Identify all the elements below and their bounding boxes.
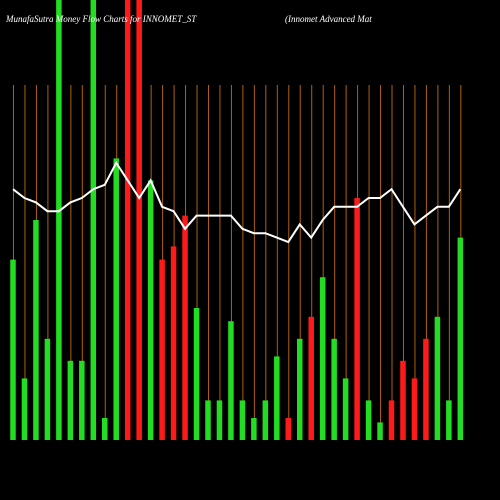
bar bbox=[342, 378, 349, 440]
bar bbox=[297, 338, 303, 440]
bar bbox=[251, 418, 257, 440]
bar bbox=[411, 378, 418, 440]
bar bbox=[388, 400, 395, 440]
bar bbox=[182, 215, 188, 440]
bar bbox=[285, 418, 292, 440]
bar bbox=[216, 400, 223, 440]
bar bbox=[354, 198, 360, 440]
bar bbox=[124, 0, 131, 440]
bar bbox=[239, 400, 246, 440]
bar bbox=[10, 259, 16, 440]
bar bbox=[228, 321, 234, 440]
bar bbox=[56, 0, 62, 440]
bar bbox=[446, 400, 452, 440]
money-flow-line bbox=[12, 160, 462, 244]
bar bbox=[457, 237, 464, 440]
bar bbox=[377, 422, 383, 440]
chart-title: MunafaSutra Money Flow Charts for INNOME… bbox=[5, 14, 197, 24]
bar bbox=[90, 0, 97, 440]
bar bbox=[193, 308, 200, 440]
chart-subtitle: (Innomet Advanced Mat bbox=[285, 14, 372, 24]
bar bbox=[102, 418, 108, 440]
bar bbox=[170, 246, 177, 440]
bar bbox=[365, 400, 372, 440]
bar bbox=[136, 0, 142, 440]
bar bbox=[262, 400, 269, 440]
bar bbox=[274, 356, 280, 440]
bar bbox=[308, 316, 314, 440]
bar bbox=[319, 277, 326, 440]
bar bbox=[79, 360, 85, 440]
bar bbox=[423, 338, 429, 440]
bar bbox=[21, 378, 28, 440]
bars bbox=[10, 0, 464, 440]
bar bbox=[434, 316, 441, 440]
lines bbox=[12, 160, 462, 244]
bar bbox=[113, 158, 119, 440]
bar bbox=[331, 338, 337, 440]
bar bbox=[67, 360, 74, 440]
bar bbox=[147, 180, 154, 440]
bar bbox=[33, 220, 39, 440]
bar bbox=[400, 360, 406, 440]
bar bbox=[205, 400, 211, 440]
bar bbox=[159, 259, 165, 440]
bar bbox=[44, 338, 51, 440]
